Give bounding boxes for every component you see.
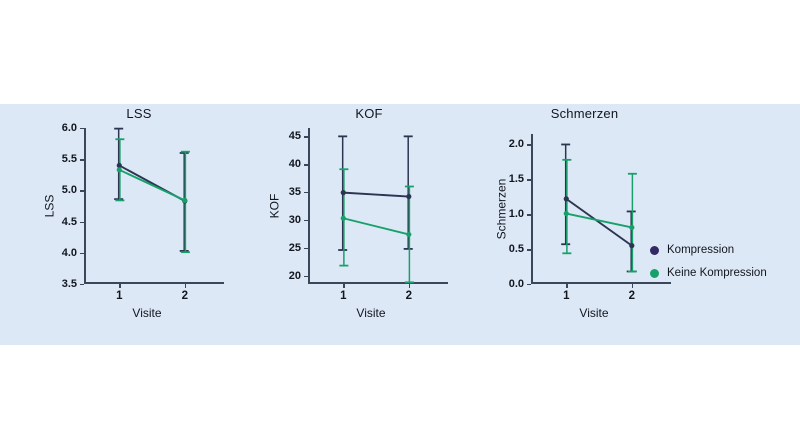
x-tick-label: 1 xyxy=(563,290,570,302)
x-tick-mark xyxy=(119,284,121,288)
legend-item-keine-kompression: Keine Kompression xyxy=(650,267,800,279)
x-tick-mark xyxy=(631,284,634,288)
y-tick-mark xyxy=(304,192,308,194)
y-tick-mark xyxy=(80,252,84,255)
y-tick-mark xyxy=(304,136,308,138)
series-line xyxy=(118,168,186,202)
y-tick-mark xyxy=(304,247,308,250)
plot-area-kof: KOF Visite 20 25 30 35 40 45 1 2 xyxy=(267,128,448,320)
x-tick-label: 2 xyxy=(181,290,188,302)
y-tick-mark xyxy=(80,221,84,223)
series-line xyxy=(565,198,633,247)
y-tick-mark xyxy=(80,284,84,286)
y-tick-mark xyxy=(304,275,308,278)
y-tick-mark xyxy=(527,249,531,251)
panel-kof: KOF KOF Visite 20 25 30 35 40 45 1 2 xyxy=(240,104,470,345)
x-axis-title: Visite xyxy=(579,306,609,320)
x-axis-line xyxy=(308,282,448,284)
y-tick-label: 25 xyxy=(288,241,301,254)
y-tick-mark xyxy=(304,219,308,222)
y-axis-line xyxy=(308,128,310,284)
panel-title-schmerzen: Schmerzen xyxy=(550,106,619,121)
y-axis-title: Schmerzen xyxy=(494,178,509,240)
legend-item-kompression: Kompression xyxy=(650,244,800,256)
x-tick-mark xyxy=(408,284,411,288)
y-tick-label: 0.0 xyxy=(508,278,524,290)
y-axis-line xyxy=(531,134,533,284)
y-tick-label: 1.5 xyxy=(508,173,524,186)
y-tick-label: 1.0 xyxy=(508,208,524,221)
series-line xyxy=(343,191,409,198)
y-tick-label: 0.5 xyxy=(508,243,524,256)
data-point-marker xyxy=(116,167,122,173)
x-tick-label: 1 xyxy=(340,290,347,302)
y-tick-label: 30 xyxy=(288,213,301,226)
panel-title-kof: KOF xyxy=(355,106,383,121)
legend: Kompression Keine Kompression xyxy=(650,244,800,290)
x-tick-mark xyxy=(566,284,568,288)
y-tick-mark xyxy=(527,214,531,216)
x-axis-title: Visite xyxy=(356,306,386,320)
x-tick-label: 2 xyxy=(628,290,635,302)
data-point-marker xyxy=(340,215,346,221)
y-tick-mark xyxy=(527,144,531,146)
series-line xyxy=(343,217,410,236)
y-tick-label: 20 xyxy=(288,269,301,282)
panel-title-lss: LSS xyxy=(126,106,152,121)
y-tick-label: 4.0 xyxy=(61,246,77,259)
data-point-marker xyxy=(340,190,346,196)
x-axis-line xyxy=(531,282,671,284)
y-tick-mark xyxy=(304,164,308,166)
y-tick-label: 5.0 xyxy=(61,184,77,197)
y-tick-label: 2.0 xyxy=(508,138,524,151)
y-tick-mark xyxy=(80,128,84,130)
x-tick-mark xyxy=(184,284,187,288)
y-tick-label: 5.5 xyxy=(61,153,77,166)
figure-canvas: LSS LSS Visite 3.5 4.0 4.5 5.0 5.5 6.0 1 2 KOF … xyxy=(0,104,800,345)
y-tick-label: 6.0 xyxy=(61,122,77,134)
legend-dot-keine-kompression xyxy=(650,268,659,278)
y-tick-label: 3.5 xyxy=(61,278,77,290)
legend-label-kompression: Kompression xyxy=(667,244,735,256)
series-layer-kof xyxy=(338,135,414,284)
plot-area-lss: LSS Visite 3.5 4.0 4.5 5.0 5.5 6.0 1 2 xyxy=(42,122,224,320)
x-tick-label: 1 xyxy=(116,290,123,302)
data-point-marker xyxy=(563,196,569,202)
x-axis-title: Visite xyxy=(132,306,162,320)
x-axis-line xyxy=(84,282,224,284)
plot-area-schmerzen: Schmerzen Visite 0.0 0.5 1.0 1.5 2.0 1 2 xyxy=(494,134,671,320)
panel-schmerzen: Schmerzen Schmerzen Visite 0.0 0.5 1.0 1.5 2… xyxy=(455,104,671,345)
series-layer-lss xyxy=(114,127,190,254)
series-line xyxy=(566,212,632,229)
data-point-marker xyxy=(406,193,412,200)
data-point-marker xyxy=(629,243,635,249)
data-point-marker xyxy=(116,162,122,169)
data-point-marker xyxy=(563,210,569,217)
y-tick-mark xyxy=(80,190,84,192)
data-point-marker xyxy=(182,197,188,203)
y-axis-title: KOF xyxy=(267,193,282,219)
legend-dot-kompression xyxy=(650,245,659,255)
y-tick-label: 40 xyxy=(288,158,301,171)
legend-label-keine-kompression: Keine Kompression xyxy=(667,267,767,279)
series-layer-schmerzen xyxy=(561,143,637,273)
y-axis-title: LSS xyxy=(42,194,57,218)
x-tick-label: 2 xyxy=(405,290,412,302)
y-axis-line xyxy=(84,128,86,284)
panel-lss: LSS LSS Visite 3.5 4.0 4.5 5.0 5.5 6.0 1 2 xyxy=(10,104,240,345)
y-tick-mark xyxy=(527,284,531,286)
y-tick-label: 35 xyxy=(288,186,301,199)
x-tick-mark xyxy=(343,284,345,288)
y-tick-label: 45 xyxy=(288,130,301,143)
data-point-marker xyxy=(406,231,412,238)
y-tick-mark xyxy=(80,159,84,161)
data-point-marker xyxy=(629,224,635,231)
y-tick-label: 4.5 xyxy=(61,215,77,228)
y-tick-mark xyxy=(527,179,531,181)
